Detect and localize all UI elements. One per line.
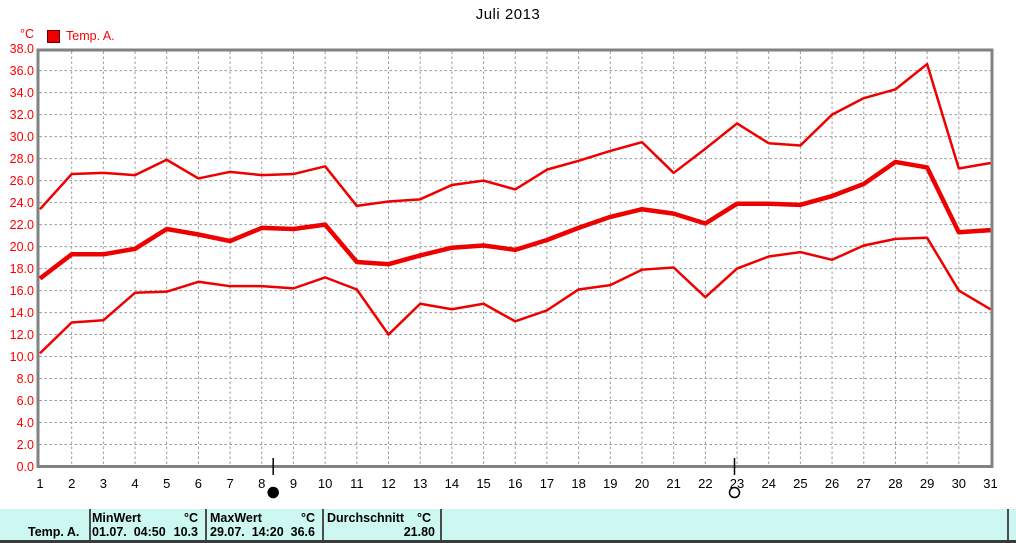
minwert-value: 10.3 bbox=[173, 525, 198, 539]
temperature-chart: 0.0 2.0 4.0 6.0 8.0 10.0 12.0 14.0 16.0 18.0 20.0 2… bbox=[10, 42, 998, 499]
y-tick-label: 26.0 bbox=[10, 174, 34, 188]
y-tick-label: 30.0 bbox=[10, 130, 34, 144]
y-tick-label: 0.0 bbox=[17, 460, 34, 474]
x-tick-label: 5 bbox=[163, 476, 170, 491]
maxwert-value: 36.6 bbox=[290, 525, 315, 539]
x-tick-label: 3 bbox=[100, 476, 107, 491]
x-tick-label: 14 bbox=[445, 476, 459, 491]
x-tick-label: 12 bbox=[381, 476, 395, 491]
y-tick-label: 10.0 bbox=[10, 350, 34, 364]
legend: Temp. A. bbox=[47, 29, 115, 43]
y-tick-label: 36.0 bbox=[10, 64, 34, 78]
table-separator bbox=[89, 509, 91, 540]
x-tick-label: 10 bbox=[318, 476, 332, 491]
minwert-unit: °C bbox=[183, 511, 198, 525]
x-tick-label: 18 bbox=[571, 476, 585, 491]
series-min-line bbox=[39, 236, 992, 355]
y-tick-label: 12.0 bbox=[10, 328, 34, 342]
x-tick-label: 20 bbox=[635, 476, 649, 491]
y-tick-label: 4.0 bbox=[17, 416, 34, 430]
y-axis-labels: 0.0 2.0 4.0 6.0 8.0 10.0 12.0 14.0 16.0 18.0 20.0 2… bbox=[10, 42, 34, 474]
x-tick-label: 28 bbox=[888, 476, 902, 491]
x-tick-label: 25 bbox=[793, 476, 807, 491]
x-tick-label: 30 bbox=[952, 476, 966, 491]
x-axis-labels: 1 2 3 4 5 6 7 8 9 10 11 12 13 14 15 16 17 18 19 20 21 22 23 24 2… bbox=[36, 476, 997, 491]
table-separator bbox=[440, 509, 442, 540]
minwert-header: MinWert bbox=[92, 511, 142, 525]
table-separator bbox=[205, 509, 207, 540]
x-tick-label: 16 bbox=[508, 476, 522, 491]
y-tick-label: 22.0 bbox=[10, 218, 34, 232]
x-tick-label: 19 bbox=[603, 476, 617, 491]
durchschnitt-unit: °C bbox=[416, 511, 431, 525]
gridlines bbox=[39, 51, 991, 465]
maxwert-unit: °C bbox=[300, 511, 315, 525]
x-tick-label: 17 bbox=[540, 476, 554, 491]
y-tick-label: 8.0 bbox=[17, 372, 34, 386]
table-separator bbox=[322, 509, 324, 540]
x-tick-label: 11 bbox=[350, 476, 364, 491]
y-tick-label: 34.0 bbox=[10, 86, 34, 100]
x-tick-label: 27 bbox=[857, 476, 871, 491]
table-row-label: Temp. A. bbox=[28, 525, 80, 539]
plot-frame bbox=[36, 48, 994, 468]
durchschnitt-header: Durchschnitt bbox=[327, 511, 405, 525]
minwert-datetime: 01.07. 04:50 bbox=[92, 525, 166, 539]
series-max-line bbox=[39, 62, 991, 211]
new-moon-icon bbox=[267, 458, 279, 499]
x-tick-label: 7 bbox=[226, 476, 233, 491]
x-tick-label: 22 bbox=[698, 476, 712, 491]
x-tick-label: 1 bbox=[36, 476, 43, 491]
y-tick-label: 32.0 bbox=[10, 108, 34, 122]
y-tick-label: 6.0 bbox=[17, 394, 34, 408]
x-tick-label: 31 bbox=[983, 476, 997, 491]
maxwert-header: MaxWert bbox=[210, 511, 262, 525]
x-tick-label: 9 bbox=[290, 476, 297, 491]
x-tick-label: 15 bbox=[476, 476, 490, 491]
x-tick-label: 6 bbox=[195, 476, 202, 491]
y-tick-label: 16.0 bbox=[10, 284, 34, 298]
y-tick-label: 28.0 bbox=[10, 152, 34, 166]
durchschnitt-value: 21.80 bbox=[403, 525, 435, 539]
y-tick-label: 18.0 bbox=[10, 262, 34, 276]
y-tick-label: 14.0 bbox=[10, 306, 34, 320]
maxwert-datetime: 29.07. 14:20 bbox=[210, 525, 284, 539]
full-moon-icon bbox=[728, 458, 741, 499]
x-tick-label: 26 bbox=[825, 476, 839, 491]
y-tick-label: 24.0 bbox=[10, 196, 34, 210]
y-tick-label: 2.0 bbox=[17, 438, 34, 452]
x-tick-label: 29 bbox=[920, 476, 934, 491]
x-tick-label: 8 bbox=[258, 476, 265, 491]
y-tick-label: 38.0 bbox=[10, 42, 34, 56]
chart-title: Juli 2013 bbox=[475, 6, 541, 23]
y-tick-label: 20.0 bbox=[10, 240, 34, 254]
x-tick-label: 2 bbox=[68, 476, 75, 491]
x-tick-label: 13 bbox=[413, 476, 427, 491]
legend-swatch-icon bbox=[47, 29, 60, 43]
x-tick-label: 4 bbox=[131, 476, 138, 491]
table-separator bbox=[1007, 509, 1009, 540]
stats-table: Temp. A. MinWert °C 01.07. 04:50 10.3 Ma… bbox=[0, 509, 1016, 543]
x-tick-label: 21 bbox=[666, 476, 680, 491]
legend-series-label: Temp. A. bbox=[66, 29, 115, 43]
series-avg-line bbox=[38, 159, 991, 281]
x-tick-label: 24 bbox=[761, 476, 775, 491]
y-axis-unit: °C bbox=[19, 27, 34, 41]
